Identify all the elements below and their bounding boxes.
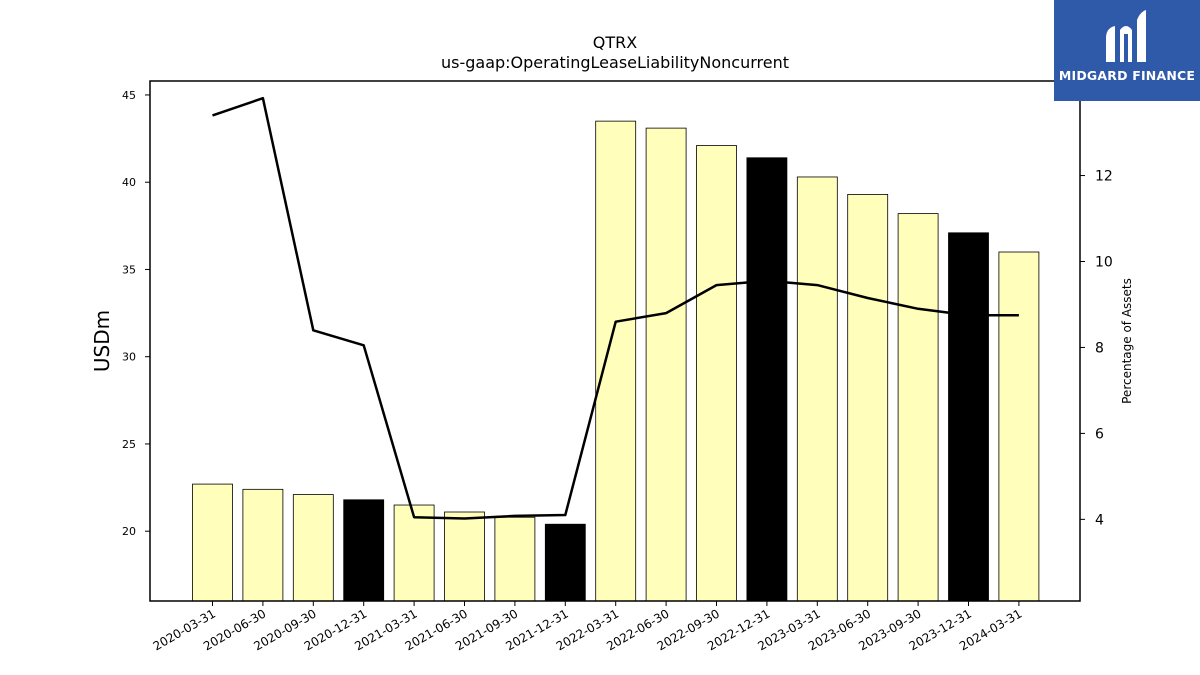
y-tick-label: 25 bbox=[122, 438, 136, 451]
y-axis-right: 4 6 8 10 12 bbox=[1080, 169, 1113, 528]
brand-logo: MIDGARD FINANCE bbox=[1054, 0, 1200, 101]
y-tick-label: 45 bbox=[122, 89, 136, 102]
bar-2022-12-31 bbox=[746, 157, 788, 602]
bar-2020-06-30 bbox=[242, 488, 284, 602]
y-tick-label: 35 bbox=[122, 263, 136, 276]
y-tick-label: 30 bbox=[122, 351, 136, 364]
logo-mark-icon bbox=[1106, 10, 1146, 62]
percentage-of-assets-line bbox=[212, 96, 1019, 520]
bar-2020-09-30 bbox=[292, 494, 334, 602]
y-axis-label: USDm bbox=[90, 310, 114, 372]
y2-tick-label: 4 bbox=[1095, 512, 1104, 528]
bar-2020-12-31 bbox=[343, 499, 385, 602]
y2-axis-label: Percentage of Assets bbox=[1120, 278, 1134, 404]
bar-2021-06-30 bbox=[444, 511, 485, 602]
chart-title: QTRX bbox=[593, 33, 637, 52]
bar-2023-06-30 bbox=[847, 194, 889, 602]
logo-text: MIDGARD FINANCE bbox=[1058, 68, 1196, 83]
x-axis: 2020-03-312020-06-302020-09-302020-12-31… bbox=[151, 601, 1024, 653]
plot-frame bbox=[149, 80, 1081, 602]
bar-2020-03-31 bbox=[192, 483, 233, 602]
line-series bbox=[212, 96, 1019, 520]
y-axis-left: 20 25 30 35 40 45 bbox=[122, 89, 150, 538]
bar-2022-06-30 bbox=[645, 127, 687, 602]
y2-tick-label: 8 bbox=[1095, 340, 1104, 356]
bar-2021-03-31 bbox=[393, 504, 435, 602]
bar-2022-09-30 bbox=[696, 145, 737, 602]
bar-2021-12-31 bbox=[544, 523, 586, 602]
y2-tick-label: 12 bbox=[1095, 169, 1113, 185]
bar-2023-12-31 bbox=[948, 232, 989, 602]
chart-subtitle: us-gaap:OperatingLeaseLiabilityNoncurren… bbox=[441, 53, 789, 72]
bar-2023-09-30 bbox=[897, 213, 939, 602]
y-tick-label: 40 bbox=[122, 176, 136, 189]
bar-2022-03-31 bbox=[595, 120, 637, 602]
y2-tick-label: 6 bbox=[1095, 426, 1104, 442]
bar-2021-09-30 bbox=[494, 516, 536, 602]
y-tick-label: 20 bbox=[122, 525, 136, 538]
bar-2023-03-31 bbox=[796, 176, 838, 602]
y2-tick-label: 10 bbox=[1095, 254, 1113, 270]
bar-series bbox=[192, 120, 1040, 602]
bar-2024-03-31 bbox=[998, 251, 1040, 602]
